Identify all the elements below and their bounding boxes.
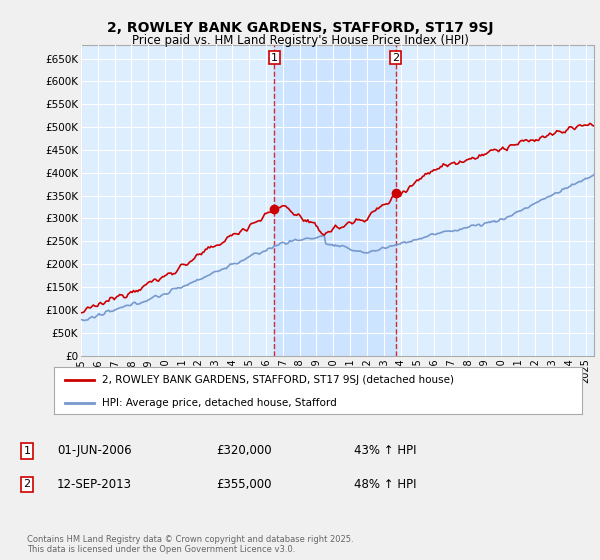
Text: 12-SEP-2013: 12-SEP-2013	[57, 478, 132, 491]
Text: Price paid vs. HM Land Registry's House Price Index (HPI): Price paid vs. HM Land Registry's House …	[131, 34, 469, 46]
Text: 1: 1	[23, 446, 31, 456]
Text: Contains HM Land Registry data © Crown copyright and database right 2025.
This d: Contains HM Land Registry data © Crown c…	[27, 535, 353, 554]
Text: 43% ↑ HPI: 43% ↑ HPI	[354, 444, 416, 458]
Text: 2, ROWLEY BANK GARDENS, STAFFORD, ST17 9SJ (detached house): 2, ROWLEY BANK GARDENS, STAFFORD, ST17 9…	[101, 375, 454, 385]
Text: 2, ROWLEY BANK GARDENS, STAFFORD, ST17 9SJ: 2, ROWLEY BANK GARDENS, STAFFORD, ST17 9…	[107, 21, 493, 35]
Text: 48% ↑ HPI: 48% ↑ HPI	[354, 478, 416, 491]
Text: £355,000: £355,000	[216, 478, 271, 491]
Text: 01-JUN-2006: 01-JUN-2006	[57, 444, 131, 458]
Text: 2: 2	[23, 479, 31, 489]
Text: 2: 2	[392, 53, 399, 63]
Text: HPI: Average price, detached house, Stafford: HPI: Average price, detached house, Staf…	[101, 398, 336, 408]
Text: 1: 1	[271, 53, 278, 63]
Text: £320,000: £320,000	[216, 444, 272, 458]
Bar	[274, 45, 395, 356]
